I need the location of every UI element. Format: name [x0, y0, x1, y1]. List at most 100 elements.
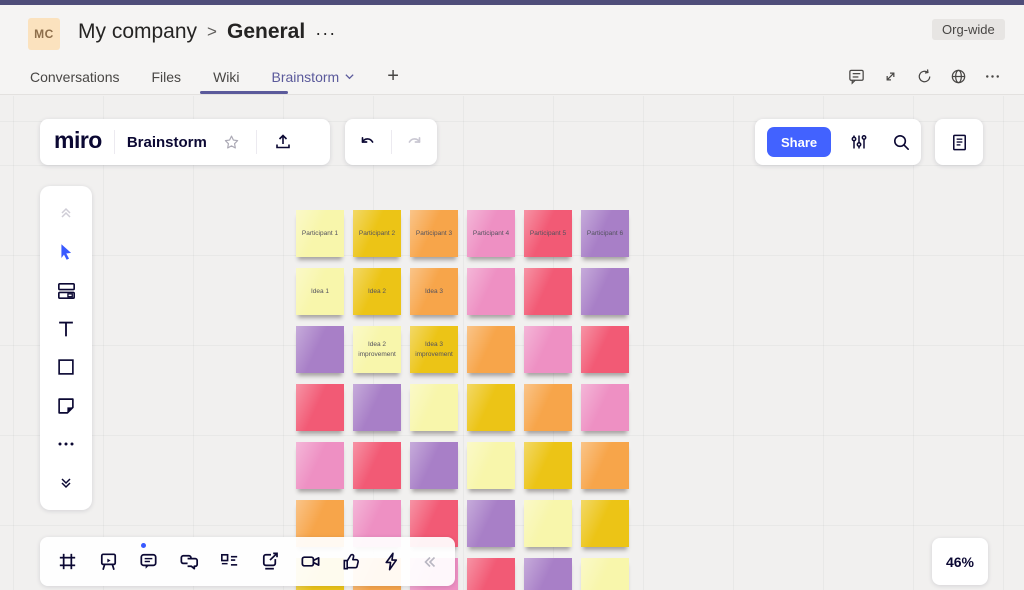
- notes-button[interactable]: [945, 128, 974, 157]
- expand-icon[interactable]: [881, 67, 900, 86]
- sticky-note[interactable]: [296, 326, 344, 373]
- video-camera-icon: [301, 556, 320, 567]
- shape-tool-button[interactable]: [48, 350, 84, 384]
- sticky-note[interactable]: [581, 268, 629, 315]
- sticky-note[interactable]: [524, 326, 572, 373]
- sticky-note[interactable]: Participant 2: [353, 210, 401, 257]
- templates-icon: [57, 282, 75, 299]
- sticky-note[interactable]: [353, 442, 401, 489]
- channel-header: MC My company > General ··· Org-wide Con…: [0, 5, 1024, 95]
- notification-dot: [141, 543, 146, 548]
- share-toolbar: Share: [755, 119, 921, 165]
- frames-button[interactable]: [52, 546, 83, 577]
- undo-icon: [361, 137, 374, 143]
- comments-button[interactable]: [133, 546, 164, 577]
- divider: [255, 130, 257, 154]
- channel-header-actions: [847, 67, 1002, 86]
- tab-brainstorm[interactable]: Brainstorm: [272, 69, 356, 85]
- cards-button[interactable]: [214, 546, 245, 577]
- sticky-note[interactable]: [524, 384, 572, 431]
- sticky-note[interactable]: Participant 1: [296, 210, 344, 257]
- board-title[interactable]: Brainstorm: [126, 133, 207, 151]
- zoom-level-control[interactable]: 46%: [932, 538, 988, 585]
- channel-more-button[interactable]: ···: [315, 23, 337, 43]
- collapse-down-button[interactable]: [48, 466, 84, 500]
- screen-share-button[interactable]: [255, 546, 286, 577]
- more-icon[interactable]: [983, 67, 1002, 86]
- sticky-note[interactable]: Participant 5: [524, 210, 572, 257]
- tab-conversations[interactable]: Conversations: [30, 68, 120, 85]
- video-button[interactable]: [295, 546, 326, 577]
- sticky-note[interactable]: [410, 442, 458, 489]
- refresh-icon[interactable]: [915, 67, 934, 86]
- shape-icon: [58, 359, 74, 375]
- favorite-star-button[interactable]: [219, 130, 244, 155]
- quick-actions-button[interactable]: [376, 546, 407, 577]
- breadcrumb-separator: >: [207, 21, 217, 41]
- document-icon: [952, 134, 966, 150]
- sticky-note[interactable]: Participant 4: [467, 210, 515, 257]
- chat-button[interactable]: [174, 546, 205, 577]
- sticky-note[interactable]: Idea 3: [410, 268, 458, 315]
- presentation-button[interactable]: [93, 546, 124, 577]
- sticky-note[interactable]: [524, 442, 572, 489]
- sticky-note-icon: [58, 398, 74, 414]
- org-wide-badge: Org-wide: [932, 19, 1005, 40]
- redo-button[interactable]: [399, 127, 429, 157]
- sticky-note-tool-button[interactable]: [48, 389, 84, 423]
- frame-icon: [59, 553, 76, 570]
- add-tab-button[interactable]: +: [387, 65, 399, 87]
- sticky-note[interactable]: [467, 500, 515, 547]
- sticky-note[interactable]: [467, 442, 515, 489]
- sticky-note[interactable]: [467, 558, 515, 590]
- sticky-note[interactable]: [581, 500, 629, 547]
- sticky-note[interactable]: [524, 500, 572, 547]
- search-button[interactable]: [887, 128, 916, 157]
- comment-icon: [140, 553, 157, 569]
- templates-tool-button[interactable]: [48, 273, 84, 307]
- reactions-button[interactable]: [336, 546, 367, 577]
- globe-icon[interactable]: [949, 67, 968, 86]
- collapse-toolbar-button[interactable]: [417, 549, 443, 575]
- more-tools-button[interactable]: [48, 427, 84, 461]
- sticky-note[interactable]: [524, 268, 572, 315]
- sticky-note[interactable]: Idea 2: [353, 268, 401, 315]
- teams-title-bar: [0, 0, 1024, 5]
- sticky-note[interactable]: [296, 384, 344, 431]
- cursor-icon: [61, 243, 72, 260]
- sticky-note[interactable]: [353, 384, 401, 431]
- sticky-note[interactable]: [581, 558, 629, 590]
- sticky-note[interactable]: Idea 2 improvement: [353, 326, 401, 373]
- sticky-note[interactable]: [524, 558, 572, 590]
- star-icon: [224, 135, 239, 149]
- export-board-button[interactable]: [269, 128, 297, 156]
- filter-button[interactable]: [845, 128, 873, 156]
- chat-icon[interactable]: [847, 67, 866, 86]
- sticky-note[interactable]: Participant 3: [410, 210, 458, 257]
- tab-files[interactable]: Files: [151, 68, 182, 85]
- select-tool-button[interactable]: [48, 235, 84, 269]
- collapse-up-button[interactable]: [48, 196, 84, 230]
- sticky-note[interactable]: Idea 3 improvement: [410, 326, 458, 373]
- sticky-note[interactable]: [467, 326, 515, 373]
- team-avatar[interactable]: MC: [28, 18, 60, 50]
- miro-board-header: miro Brainstorm: [40, 119, 330, 165]
- sticky-note[interactable]: [581, 326, 629, 373]
- text-tool-button[interactable]: [48, 312, 84, 346]
- divider: [390, 130, 392, 154]
- sticky-note[interactable]: [467, 268, 515, 315]
- sticky-note[interactable]: [467, 384, 515, 431]
- sticky-note[interactable]: [581, 384, 629, 431]
- sticky-note[interactable]: [296, 442, 344, 489]
- breadcrumb-team[interactable]: My company: [78, 19, 198, 43]
- share-button[interactable]: Share: [767, 127, 832, 157]
- tab-wiki[interactable]: Wiki: [213, 68, 240, 85]
- miro-logo[interactable]: miro: [54, 127, 102, 153]
- undo-button[interactable]: [353, 127, 383, 157]
- sticky-note[interactable]: Idea 1: [296, 268, 344, 315]
- sticky-note[interactable]: [581, 442, 629, 489]
- sticky-note[interactable]: Participant 6: [581, 210, 629, 257]
- sticky-note[interactable]: [410, 384, 458, 431]
- breadcrumb-channel[interactable]: General: [226, 19, 306, 43]
